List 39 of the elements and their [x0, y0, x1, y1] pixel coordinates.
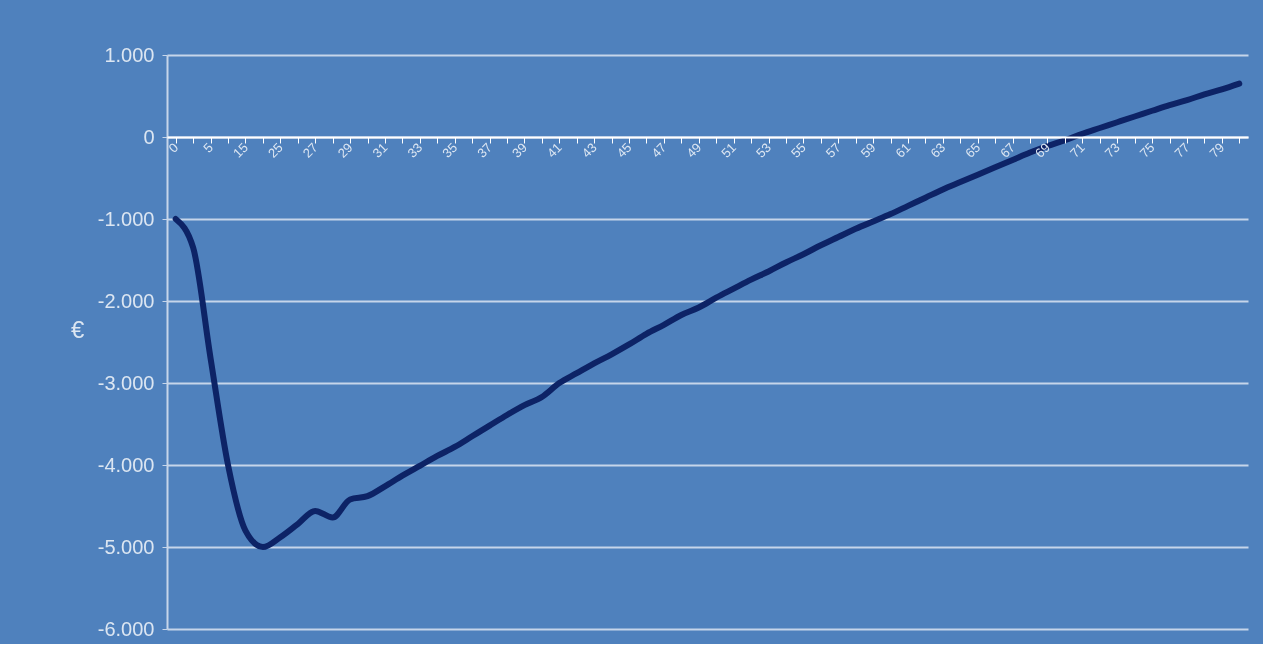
x-tick-label: 53 [753, 139, 774, 161]
x-tick-label: 67 [997, 139, 1019, 161]
x-tick-label: 25 [264, 139, 286, 161]
x-tick-label: 75 [1136, 139, 1158, 161]
x-tick-label: 33 [404, 139, 426, 161]
x-tick-label: 61 [892, 139, 914, 161]
x-tick-label: 73 [1101, 139, 1123, 161]
x-tick-label: 65 [962, 139, 984, 161]
y-tick-label: -3.000 [97, 371, 155, 394]
x-tick-label: 45 [613, 139, 635, 161]
x-tick-label: 31 [369, 139, 391, 161]
x-tick-label: 63 [927, 139, 949, 161]
x-tick-label: 57 [822, 139, 844, 161]
x-tick-label: 41 [543, 139, 565, 161]
x-tick-label: 43 [578, 139, 600, 161]
x-tick-label: 59 [857, 139, 879, 161]
x-tick-label: 39 [509, 139, 530, 161]
x-tick-label: 5 [200, 139, 217, 156]
x-tick-label: 77 [1171, 139, 1193, 161]
x-tick-label: 27 [299, 139, 321, 161]
x-tick-label: 0 [165, 139, 182, 156]
y-tick-label: -2.000 [97, 289, 155, 312]
x-tick-label: 15 [230, 139, 251, 161]
y-tick-label: -5.000 [97, 535, 155, 558]
y-tick-label: -1.000 [97, 207, 155, 230]
y-tick-label: -6.000 [97, 617, 155, 640]
x-tick-label: 69 [1032, 139, 1053, 161]
x-tick-label: 51 [718, 139, 740, 161]
x-tick-label: 55 [788, 139, 809, 161]
x-tick-label: 35 [439, 139, 461, 161]
x-tick-label: 71 [1066, 139, 1088, 161]
x-tick-label: 49 [683, 139, 705, 161]
x-tick-label: 37 [474, 139, 496, 161]
y-tick-label: -4.000 [97, 453, 155, 476]
y-tick-label: 1.000 [104, 43, 155, 66]
x-tick-label: 29 [334, 139, 356, 161]
x-tick-label: 79 [1206, 139, 1228, 161]
y-axis-title: € [71, 315, 86, 343]
x-tick-label: 47 [648, 139, 670, 161]
